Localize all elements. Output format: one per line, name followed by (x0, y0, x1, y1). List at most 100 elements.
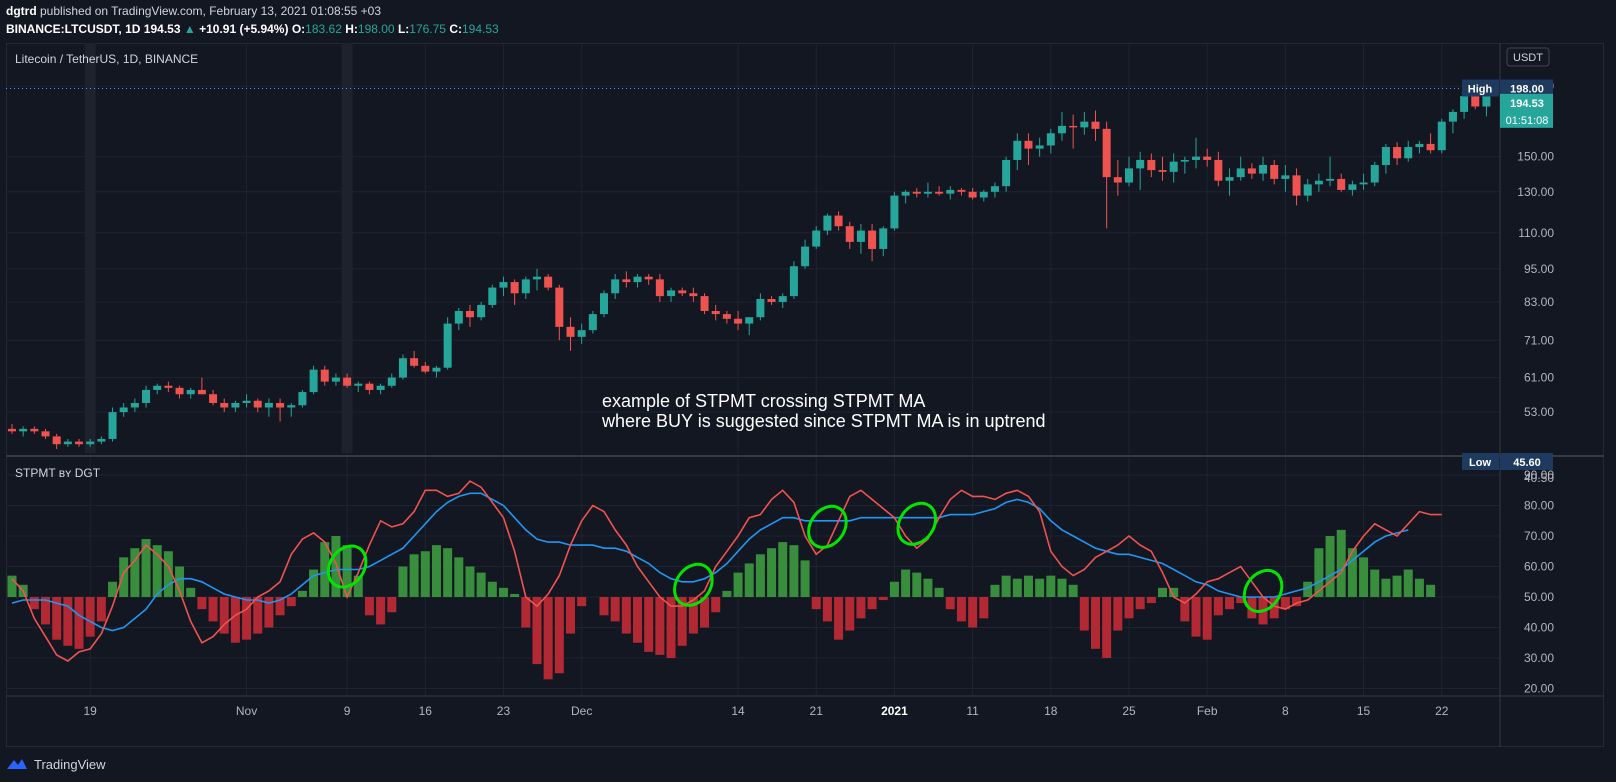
histogram-bar (822, 597, 832, 622)
candle-down (30, 428, 39, 432)
candle-up (1314, 180, 1323, 185)
histogram-bar (163, 551, 173, 597)
candle-down (175, 387, 184, 395)
candle-up (923, 191, 932, 194)
histogram-bar (1347, 548, 1357, 597)
histogram-bar (1336, 529, 1346, 597)
candle-up (298, 392, 307, 406)
histogram-bar (733, 572, 743, 597)
candle-up (1381, 147, 1390, 165)
chart-svg[interactable]: 200.00150.00130.00110.0095.0083.0071.006… (5, 42, 1605, 748)
indicator-tick-label: 90.00 (1524, 468, 1554, 482)
candle-down (689, 293, 698, 297)
histogram-bar (811, 597, 821, 610)
price-tick-label: 95.00 (1524, 262, 1554, 276)
histogram-bar (1225, 597, 1235, 610)
histogram-bar (521, 597, 531, 628)
candle-down (410, 358, 419, 366)
histogram-bar (498, 587, 508, 597)
last-price-value: 194.53 (1510, 98, 1544, 110)
histogram-bar (543, 597, 553, 680)
time-tick-label: 22 (1435, 704, 1449, 718)
candle-up (264, 402, 273, 408)
histogram-bar (476, 572, 486, 597)
candle-up (398, 358, 407, 378)
candle-up (86, 441, 95, 445)
open-value: 183.62 (305, 22, 342, 36)
histogram-bar (487, 581, 497, 597)
candle-up (97, 438, 106, 442)
candle-up (1482, 92, 1491, 107)
histogram-bar (364, 597, 374, 616)
candle-up (130, 402, 139, 408)
crossover-highlight-circle (326, 544, 368, 589)
candle-up (309, 369, 318, 393)
histogram-bar (1403, 569, 1413, 597)
price-tick-label: 83.00 (1524, 295, 1554, 309)
histogram-bar (644, 597, 654, 652)
candle-down (75, 441, 84, 445)
candle-down (421, 365, 430, 372)
candle-up (745, 317, 754, 324)
candle-down (767, 299, 776, 302)
chart-frame[interactable]: 200.00150.00130.00110.0095.0083.0071.006… (5, 42, 1605, 748)
high-marker-label: High (1468, 84, 1493, 96)
time-tick-label: 14 (731, 704, 745, 718)
histogram-bar (800, 560, 810, 597)
candle-down (1203, 156, 1212, 160)
histogram-bar (599, 597, 609, 616)
high-marker-tag (1462, 79, 1499, 97)
histogram-bar (108, 581, 118, 597)
candle-down (197, 389, 206, 395)
high-value-tag (1500, 79, 1553, 97)
candle-down (544, 276, 553, 288)
time-tick-label: 16 (419, 704, 433, 718)
candle-up (1136, 159, 1145, 169)
histogram-bar (1079, 597, 1089, 631)
time-tick-label: 18 (1044, 704, 1058, 718)
low-label: L: (397, 22, 410, 36)
author-name[interactable]: dgtrd (6, 4, 37, 18)
usdt-button[interactable]: USDT (1506, 47, 1550, 67)
candle-down (1102, 128, 1111, 178)
annotation-line-1: example of STPMT crossing STPMT MA (602, 391, 925, 411)
footer-brand[interactable]: TradingView (6, 754, 106, 774)
candle-up (667, 290, 676, 297)
candle-down (8, 428, 16, 432)
candle-down (253, 400, 262, 408)
histogram-bar (1023, 575, 1033, 597)
histogram-bar (1113, 597, 1123, 631)
candle-up (1180, 159, 1189, 162)
indicator-tick-label: 50.00 (1524, 590, 1554, 604)
ohlc-legend: BINANCE:LTCUSDT, 1D 194.53 ▲ +10.91 (+5.… (6, 22, 499, 36)
candle-up (1259, 164, 1268, 174)
price-markers: High 198.00 194.53 01:51:08 Low 45.60 (1462, 79, 1553, 470)
histogram-bar (889, 581, 899, 597)
histogram-bar (420, 551, 430, 597)
candle-down (1471, 96, 1480, 107)
crossover-highlight-circle (1242, 568, 1284, 613)
candle-up (789, 266, 798, 297)
candle-up (1415, 143, 1424, 148)
candle-down (1337, 178, 1346, 190)
histogram-bar (945, 597, 955, 610)
histogram-bar (878, 597, 888, 601)
candle-up (287, 405, 296, 408)
histogram-bar (208, 597, 218, 622)
candle-up (108, 412, 117, 439)
histogram-bar (767, 548, 777, 597)
histogram-bar (1370, 569, 1380, 597)
candle-down (678, 290, 687, 294)
histogram-bar (1280, 597, 1290, 610)
histogram-bar (29, 597, 39, 610)
candle-up (990, 186, 999, 192)
candle-down (1158, 170, 1167, 172)
last-price-tag (1500, 93, 1553, 128)
candle-down (1270, 164, 1279, 179)
histogram-bar (1213, 597, 1223, 616)
candle-down (555, 287, 564, 327)
candle-up (331, 377, 340, 382)
histogram-bar (7, 575, 17, 597)
candle-up (454, 310, 463, 324)
main-chart-title: Litecoin / TetherUS, 1D, BINANCE (15, 52, 198, 66)
